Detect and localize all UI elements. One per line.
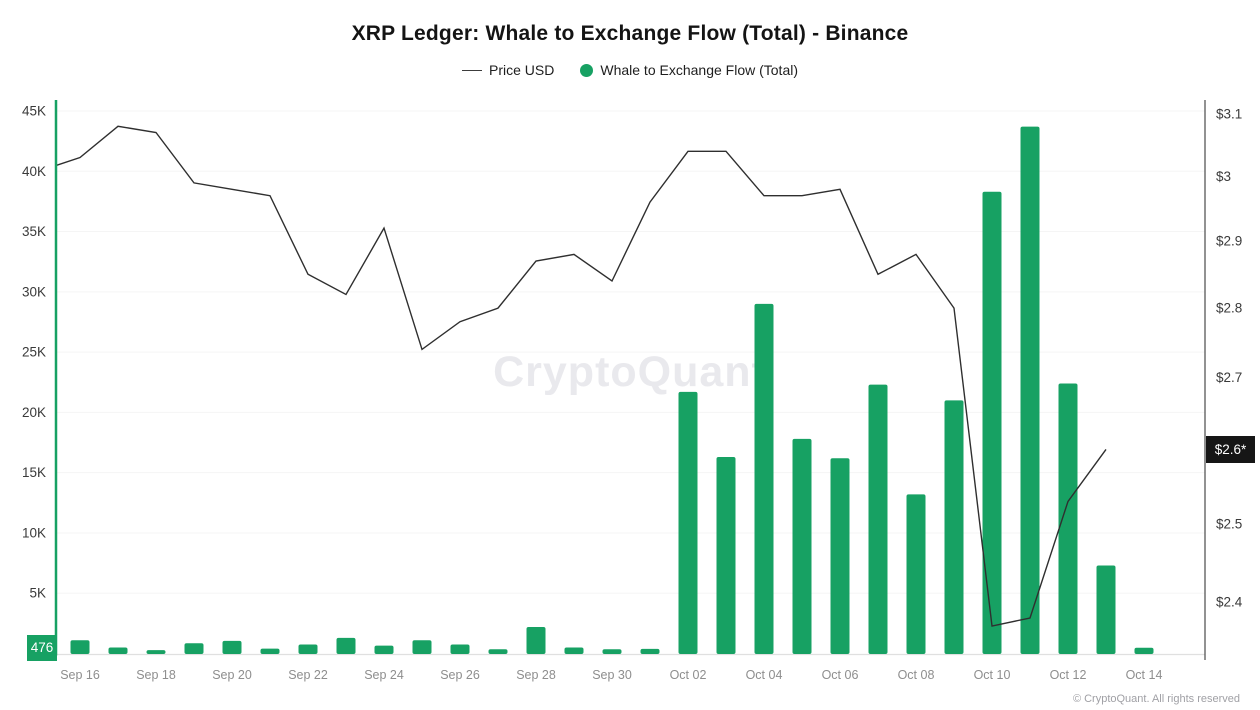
x-axis-tick-label: Sep 24 <box>364 668 404 682</box>
bar <box>868 384 888 654</box>
bar <box>906 494 926 654</box>
flow-current-value-badge: 476 <box>27 634 57 661</box>
bar <box>374 645 394 654</box>
bar <box>184 643 204 654</box>
right-axis-tick-label: $2.8 <box>1216 301 1242 316</box>
left-axis-tick-label: 45K <box>22 104 46 119</box>
bar <box>1020 126 1040 654</box>
bar <box>716 456 736 654</box>
bar <box>526 626 546 654</box>
bar <box>1096 565 1116 654</box>
x-axis-tick-label: Oct 10 <box>974 668 1011 682</box>
right-axis-tick-label: $3.1 <box>1216 107 1242 122</box>
x-axis-tick-label: Oct 02 <box>670 668 707 682</box>
x-axis-tick-label: Sep 18 <box>136 668 176 682</box>
x-axis-tick-label: Oct 06 <box>822 668 859 682</box>
left-axis-tick-label: 10K <box>22 525 46 540</box>
bar <box>830 458 850 654</box>
left-axis-tick-label: 20K <box>22 405 46 420</box>
bar <box>982 191 1002 654</box>
x-axis-tick-label: Sep 30 <box>592 668 632 682</box>
copyright-notice: © CryptoQuant. All rights reserved <box>1072 693 1240 705</box>
x-axis-tick-label: Sep 28 <box>516 668 556 682</box>
bar <box>298 644 318 654</box>
bar <box>754 303 774 654</box>
price-line <box>56 125 1107 627</box>
bar <box>944 400 964 654</box>
x-axis-tick-label: Oct 08 <box>898 668 935 682</box>
x-axis-tick-label: Sep 22 <box>288 668 328 682</box>
right-axis-tick-label: $2.5 <box>1216 517 1242 532</box>
right-axis-tick-label: $2.4 <box>1216 595 1243 610</box>
bar <box>70 640 90 654</box>
x-axis-tick-label: Sep 26 <box>440 668 480 682</box>
legend-item-flow[interactable]: Whale to Exchange Flow (Total) <box>580 62 798 78</box>
x-axis-tick-label: Oct 12 <box>1050 668 1087 682</box>
bar <box>260 648 280 654</box>
left-axis-tick-label: 25K <box>22 345 46 360</box>
legend-item-price[interactable]: Price USD <box>462 62 554 78</box>
bar <box>792 438 812 654</box>
bar <box>450 644 470 654</box>
left-axis-tick-label: 40K <box>22 164 46 179</box>
x-axis-tick-label: Sep 16 <box>60 668 100 682</box>
left-axis-tick-label: 30K <box>22 284 46 299</box>
bar <box>640 648 660 654</box>
legend-price-label: Price USD <box>489 62 555 78</box>
legend-flow-label: Whale to Exchange Flow (Total) <box>600 62 798 78</box>
bar <box>488 649 508 654</box>
left-axis-tick-label: 15K <box>22 465 46 480</box>
bar <box>412 640 432 654</box>
x-axis-tick-label: Oct 04 <box>746 668 783 682</box>
legend: Price USD Whale to Exchange Flow (Total) <box>0 62 1260 78</box>
bar <box>564 647 584 654</box>
bar <box>678 391 698 654</box>
price-line-swatch-icon <box>462 69 482 71</box>
bar <box>222 640 242 654</box>
flow-dot-swatch-icon <box>580 63 594 77</box>
right-axis-tick-label: $2.9 <box>1216 234 1242 249</box>
bar <box>336 637 356 654</box>
right-axis-tick-label: $2.7 <box>1216 370 1242 385</box>
left-axis-tick-label: 5K <box>29 586 46 601</box>
bar <box>146 650 166 654</box>
bar <box>108 647 128 654</box>
x-axis-tick-label: Sep 20 <box>212 668 252 682</box>
x-axis-tick-label: Oct 14 <box>1126 668 1163 682</box>
price-current-value-badge: $2.6* <box>1206 435 1255 463</box>
flow-bars-series <box>70 126 1154 654</box>
bar <box>602 649 622 654</box>
page-title: XRP Ledger: Whale to Exchange Flow (Tota… <box>351 22 909 45</box>
bar <box>1058 383 1078 654</box>
left-axis-tick-label: 35K <box>22 224 46 239</box>
bar <box>1134 647 1154 654</box>
right-axis-tick-label: $3 <box>1216 169 1231 184</box>
